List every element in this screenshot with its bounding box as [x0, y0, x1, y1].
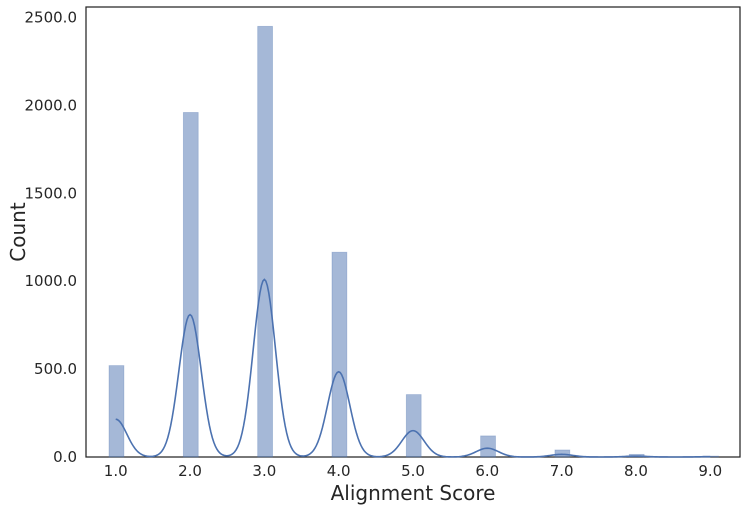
histogram-bar-7: [554, 449, 571, 458]
y-tick-label: 1000.0: [25, 272, 78, 290]
x-tick-label: 3.0: [252, 462, 276, 480]
x-tick-label: 5.0: [401, 462, 425, 480]
histogram-bar-4: [331, 251, 348, 458]
histogram-bar-2: [182, 112, 199, 458]
y-axis-label: Count: [6, 202, 30, 262]
y-tick-label: 2500.0: [25, 9, 78, 27]
y-axis-ticks: 0.0 500.0 1000.0 1500.0 2000.0 2500.0: [25, 9, 78, 466]
x-axis-label: Alignment Score: [331, 481, 496, 505]
kde-curve: [115, 278, 711, 458]
y-tick-label: 2000.0: [25, 96, 78, 114]
x-tick-label: 1.0: [104, 462, 128, 480]
x-tick-label: 4.0: [327, 462, 351, 480]
x-tick-label: 2.0: [178, 462, 202, 480]
x-tick-label: 6.0: [475, 462, 499, 480]
y-tick-label: 500.0: [34, 360, 77, 378]
y-tick-label: 1500.0: [25, 184, 78, 202]
histogram-bar-3: [257, 25, 273, 458]
histogram-bar-6: [480, 435, 496, 458]
x-tick-label: 7.0: [550, 462, 574, 480]
histogram-bar-5: [405, 394, 422, 458]
y-tick-label: 0.0: [53, 448, 77, 466]
histogram-bars: [108, 25, 719, 458]
x-axis-ticks: 1.0 2.0 3.0 4.0 5.0 6.0 7.0 8.0 9.0: [104, 462, 722, 480]
x-tick-label: 8.0: [624, 462, 648, 480]
histogram-bar-1: [108, 365, 125, 458]
x-tick-label: 9.0: [698, 462, 722, 480]
